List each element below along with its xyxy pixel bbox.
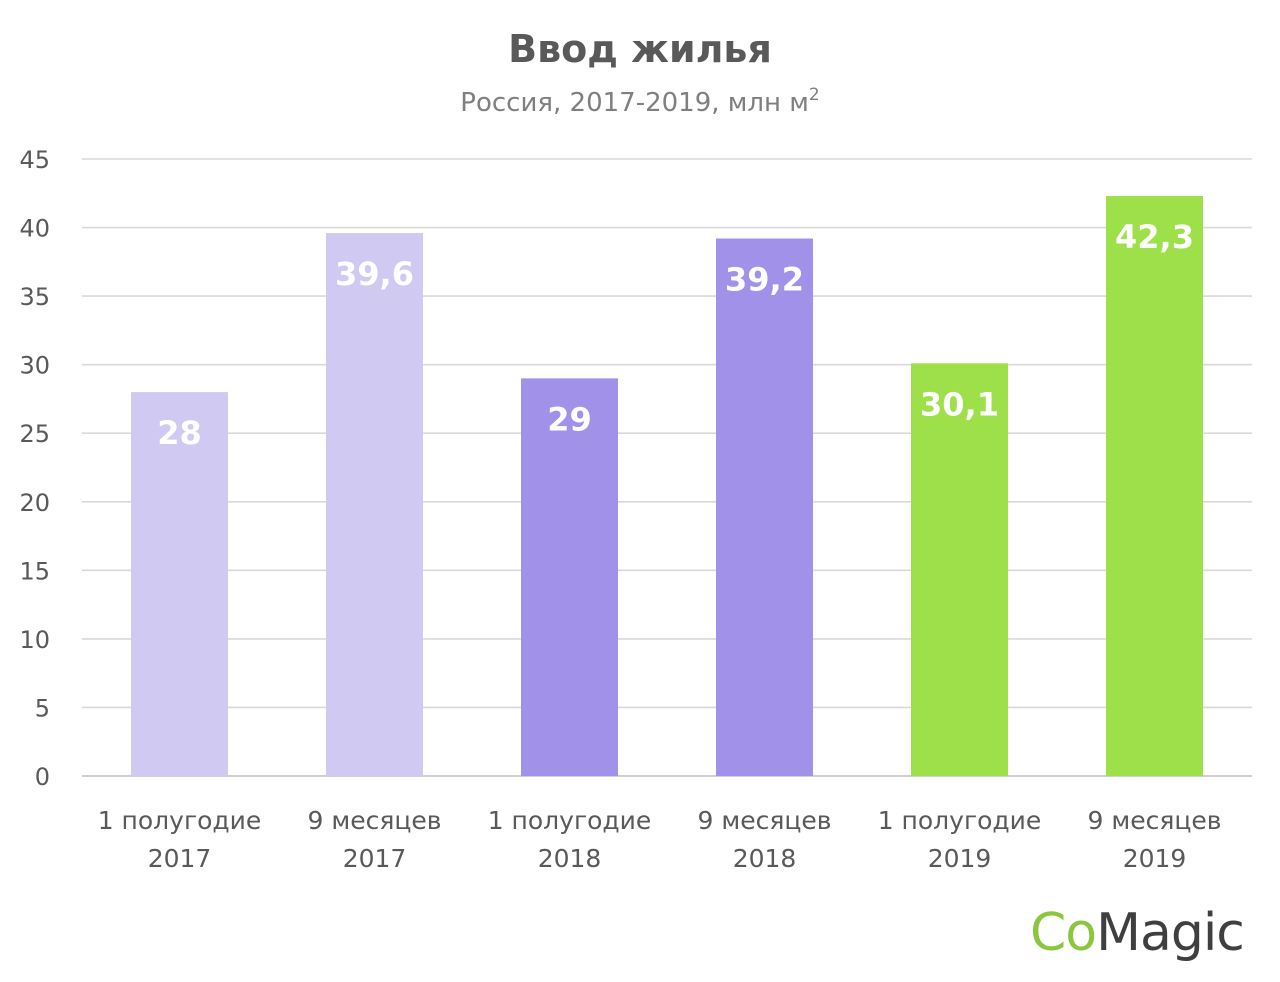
y-tick-label-10: 10 <box>19 626 50 654</box>
y-tick-label-25: 25 <box>19 420 50 448</box>
y-tick-label-45: 45 <box>19 146 50 174</box>
bars <box>131 196 1203 777</box>
x-tick-label-4: 9 месяцев 2018 <box>697 806 831 873</box>
x-tick-label-3: 1 полугодие 2018 <box>488 806 652 873</box>
x-tick-label-6: 9 месяцев 2019 <box>1087 806 1221 873</box>
chart-title: Ввод жилья <box>508 27 772 71</box>
logo-magic-text: Magic <box>1096 903 1244 963</box>
y-tick-label-15: 15 <box>19 557 50 585</box>
bar-5 <box>911 363 1008 776</box>
bar-1 <box>131 392 228 776</box>
y-axis: 0 5 10 15 20 25 30 35 40 45 <box>19 146 50 791</box>
y-tick-label-35: 35 <box>19 283 50 311</box>
x-tick-label-5: 1 полугодие 2019 <box>878 806 1042 873</box>
data-label-1: 28 <box>157 414 202 452</box>
bar-4 <box>716 238 813 777</box>
y-tick-label-40: 40 <box>19 215 50 243</box>
logo-co-text: Co <box>1030 903 1096 963</box>
data-label-2: 39,6 <box>335 255 414 293</box>
y-tick-label-20: 20 <box>19 489 50 517</box>
svg-text:CoMagic: CoMagic <box>1030 903 1244 963</box>
data-labels: 28 39,6 29 39,2 30,1 42,3 <box>157 218 1194 452</box>
y-tick-label-30: 30 <box>19 352 50 380</box>
chart-subtitle-superscript: 2 <box>809 85 820 105</box>
bar-3 <box>521 378 618 776</box>
x-axis: 1 полугодие 2017 9 месяцев 2017 1 полугодие 2… <box>98 806 1222 873</box>
x-tick-label-2: 9 месяцев 2017 <box>307 806 441 873</box>
chart-subtitle-text: Россия, 2017-2019, млн м <box>460 88 809 118</box>
y-tick-label-5: 5 <box>35 694 50 722</box>
comagic-logo: CoMagic <box>1030 903 1245 963</box>
data-label-3: 29 <box>547 400 592 438</box>
data-label-5: 30,1 <box>920 385 999 423</box>
y-tick-label-0: 0 <box>35 763 50 791</box>
data-label-4: 39,2 <box>725 261 804 299</box>
bar-6 <box>1106 196 1203 776</box>
x-tick-label-1: 1 полугодие 2017 <box>98 806 262 873</box>
data-label-6: 42,3 <box>1115 218 1194 256</box>
gridlines <box>82 158 1252 777</box>
chart-subtitle: Россия, 2017-2019, млн м2 <box>460 85 819 118</box>
bar-2 <box>326 233 423 777</box>
